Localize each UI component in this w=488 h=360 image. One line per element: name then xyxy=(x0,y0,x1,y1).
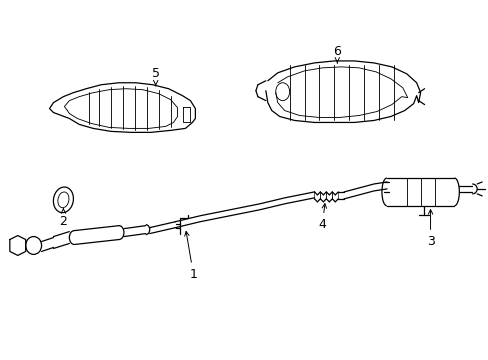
Text: 1: 1 xyxy=(184,231,197,281)
Text: 2: 2 xyxy=(60,209,67,228)
Text: 5: 5 xyxy=(151,67,160,86)
Text: 3: 3 xyxy=(426,210,434,248)
Text: 6: 6 xyxy=(333,45,341,63)
Text: 4: 4 xyxy=(318,204,326,231)
